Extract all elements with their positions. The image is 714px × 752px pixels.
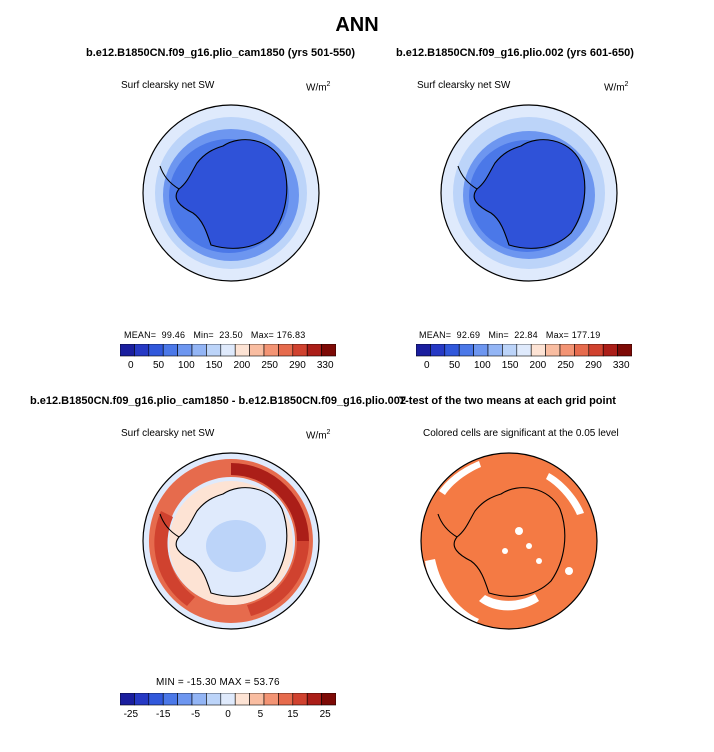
colorbar-tick-label: 150 bbox=[502, 360, 519, 371]
colorbar-swatch bbox=[120, 693, 135, 706]
panel-3-subtitle: Surf clearsky net SW bbox=[121, 428, 215, 439]
colorbar-swatch bbox=[306, 344, 322, 357]
colorbar-swatch bbox=[134, 693, 150, 706]
colorbar-swatch bbox=[502, 344, 518, 357]
colorbar-swatch bbox=[516, 344, 532, 357]
panel-4-antarctica bbox=[453, 487, 566, 597]
colorbar-swatch bbox=[162, 693, 178, 706]
colorbar-swatch bbox=[191, 344, 207, 357]
panel-4-map bbox=[420, 452, 598, 630]
panel-3-title: b.e12.B1850CN.f09_g16.plio_cam1850 - b.e… bbox=[30, 395, 407, 407]
colorbar-tick-label: 50 bbox=[153, 360, 165, 371]
panel-1-subtitle: Surf clearsky net SW bbox=[121, 80, 215, 91]
colorbar-swatch bbox=[545, 344, 561, 357]
panel-1-colorbar: 0 50 100 150 200 250 290 330 bbox=[120, 344, 336, 371]
colorbar-tick-label: 330 bbox=[317, 360, 334, 371]
colorbar-tick-label: 0 bbox=[225, 709, 231, 720]
colorbar-swatch bbox=[278, 693, 294, 706]
colorbar-tick-label: -15 bbox=[156, 709, 171, 720]
panel-2-units: W/m2 bbox=[604, 81, 629, 94]
colorbar-swatch bbox=[602, 344, 618, 357]
colorbar-swatch bbox=[458, 344, 474, 357]
colorbar-tick-label: 290 bbox=[585, 360, 602, 371]
colorbar-tick-label: 200 bbox=[530, 360, 547, 371]
colorbar-swatch bbox=[249, 344, 265, 357]
colorbar-swatch bbox=[206, 344, 222, 357]
panel-1-antarctica bbox=[175, 139, 288, 249]
colorbar-swatch bbox=[574, 344, 590, 357]
colorbar-swatch bbox=[487, 344, 503, 357]
colorbar-swatch bbox=[206, 693, 222, 706]
colorbar-swatch bbox=[148, 344, 164, 357]
colorbar-swatch bbox=[263, 344, 279, 357]
colorbar-swatch bbox=[430, 344, 446, 357]
panel-2-title: b.e12.B1850CN.f09_g16.plio.002 (yrs 601-… bbox=[396, 47, 634, 59]
colorbar-tick-label: 250 bbox=[557, 360, 574, 371]
colorbar-swatch bbox=[162, 344, 178, 357]
colorbar-tick-label: 150 bbox=[206, 360, 223, 371]
panel-3-stats: MIN = -15.30 MAX = 53.76 bbox=[156, 677, 280, 688]
colorbar-swatch bbox=[249, 693, 265, 706]
colorbar-tick-label: -5 bbox=[191, 709, 200, 720]
colorbar-tick-label: 100 bbox=[178, 360, 195, 371]
colorbar-swatch bbox=[444, 344, 460, 357]
colorbar-tick-label: -25 bbox=[124, 709, 139, 720]
colorbar-swatch bbox=[234, 693, 250, 706]
colorbar-swatch bbox=[588, 344, 604, 357]
colorbar-tick-label: 0 bbox=[424, 360, 430, 371]
colorbar-swatch bbox=[292, 344, 308, 357]
colorbar-tick-label: 200 bbox=[234, 360, 251, 371]
panel-4-subtitle: Colored cells are significant at the 0.0… bbox=[423, 428, 619, 439]
panel-3-colorbar: -25 -15 -5 0 5 15 25 bbox=[120, 693, 336, 720]
colorbar-swatch bbox=[120, 344, 135, 357]
colorbar-tick-label: 250 bbox=[261, 360, 278, 371]
colorbar-swatch bbox=[321, 693, 336, 706]
panel-2-subtitle: Surf clearsky net SW bbox=[417, 80, 511, 91]
colorbar-tick-label: 0 bbox=[128, 360, 134, 371]
colorbar-tick-label: 25 bbox=[320, 709, 332, 720]
colorbar-swatch bbox=[177, 344, 193, 357]
colorbar-swatch bbox=[191, 693, 207, 706]
panel-3-units: W/m2 bbox=[306, 429, 331, 442]
panel-1-stats: MEAN= 99.46 Min= 23.50 Max= 176.83 bbox=[124, 330, 306, 340]
colorbar-tick-label: 100 bbox=[474, 360, 491, 371]
colorbar-swatch bbox=[416, 344, 431, 357]
colorbar-swatch bbox=[220, 344, 236, 357]
colorbar-tick-label: 330 bbox=[613, 360, 630, 371]
panel-4-title: T-test of the two means at each grid poi… bbox=[399, 395, 616, 407]
colorbar-tick-label: 5 bbox=[258, 709, 264, 720]
colorbar-swatch bbox=[617, 344, 632, 357]
figure-title: ANN bbox=[335, 14, 379, 36]
colorbar-swatch bbox=[321, 344, 336, 357]
colorbar-swatch bbox=[148, 693, 164, 706]
colorbar-tick-label: 290 bbox=[289, 360, 306, 371]
colorbar-swatch bbox=[177, 693, 193, 706]
panel-2-antarctica bbox=[473, 139, 586, 249]
colorbar-tick-label: 50 bbox=[449, 360, 461, 371]
colorbar-swatch bbox=[263, 693, 279, 706]
panel-3-map bbox=[142, 452, 320, 630]
colorbar-swatch bbox=[278, 344, 294, 357]
colorbar-swatch bbox=[220, 693, 236, 706]
panel-2-colorbar: 0 50 100 150 200 250 290 330 bbox=[416, 344, 632, 371]
panel-1-map bbox=[142, 104, 320, 282]
colorbar-tick-label: 15 bbox=[287, 709, 299, 720]
panel-1-title: b.e12.B1850CN.f09_g16.plio_cam1850 (yrs … bbox=[86, 47, 356, 59]
panel-1-units: W/m2 bbox=[306, 81, 331, 94]
panel-2-stats: MEAN= 92.69 Min= 22.84 Max= 177.19 bbox=[419, 330, 601, 340]
colorbar-swatch bbox=[134, 344, 150, 357]
colorbar-swatch bbox=[530, 344, 546, 357]
colorbar-swatch bbox=[559, 344, 575, 357]
colorbar-swatch bbox=[292, 693, 308, 706]
colorbar-swatch bbox=[234, 344, 250, 357]
colorbar-swatch bbox=[306, 693, 322, 706]
panel-2-map bbox=[440, 104, 618, 282]
colorbar-swatch bbox=[473, 344, 489, 357]
